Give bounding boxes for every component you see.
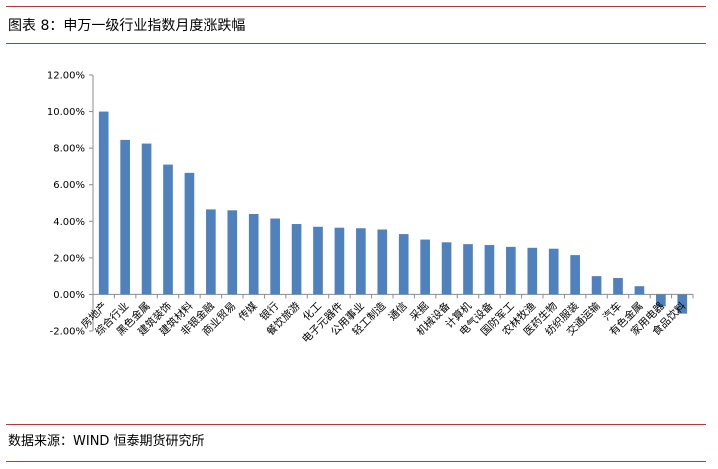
data-source: 数据来源：WIND 恒泰期货研究所 (8, 434, 205, 449)
bar (227, 210, 238, 295)
bar (163, 164, 173, 295)
bar (356, 228, 366, 295)
bar (506, 246, 516, 295)
y-tick-label: -2.00% (50, 327, 85, 338)
bar (377, 229, 388, 295)
bar (613, 277, 623, 295)
bar (548, 248, 559, 295)
figure-title: 图表 8：申万一级行业指数月度涨跌幅 (8, 18, 246, 34)
y-tick-label: 8.00% (53, 144, 85, 155)
y-tick-label: 2.00% (53, 253, 85, 264)
title-rule (6, 43, 706, 44)
x-category-labels: 房地产综合行业黑色金属建筑装饰建筑材料非银金融商业贸易传媒银行餐饮旅游化工电子元… (78, 299, 688, 346)
y-tick-label: 0.00% (53, 290, 85, 301)
bar (206, 209, 216, 295)
bar (334, 227, 345, 295)
bar (677, 294, 688, 314)
top-rule (6, 6, 706, 7)
x-category-label: 通信 (387, 300, 410, 323)
bar (591, 276, 602, 295)
bar (634, 286, 645, 295)
bar (291, 224, 302, 295)
bar (527, 247, 538, 295)
bottom-rule (6, 461, 706, 462)
bar (570, 255, 580, 295)
bar (98, 111, 109, 295)
source-rule (6, 424, 706, 425)
bar (656, 294, 666, 307)
bar (441, 242, 452, 295)
y-tick-label: 10.00% (47, 107, 85, 118)
bar (420, 239, 430, 295)
y-tick-label: 6.00% (53, 180, 85, 191)
bar (398, 234, 409, 295)
bar (120, 139, 130, 295)
bar (184, 172, 195, 295)
bar (313, 226, 323, 295)
y-tick-labels: -2.00% 0.00% 2.00% 4.00% 6.00% 8.00% 10.00% 12.… (47, 71, 85, 338)
chart-axes (89, 74, 694, 332)
chart-bars (98, 111, 688, 314)
bar (248, 213, 259, 295)
bar (463, 244, 473, 295)
bar (484, 245, 495, 295)
x-category-label: 传媒 (236, 299, 260, 323)
bar (141, 143, 152, 295)
y-tick-label: 12.00% (47, 71, 85, 82)
bar (270, 218, 280, 295)
y-tick-label: 4.00% (53, 217, 85, 228)
